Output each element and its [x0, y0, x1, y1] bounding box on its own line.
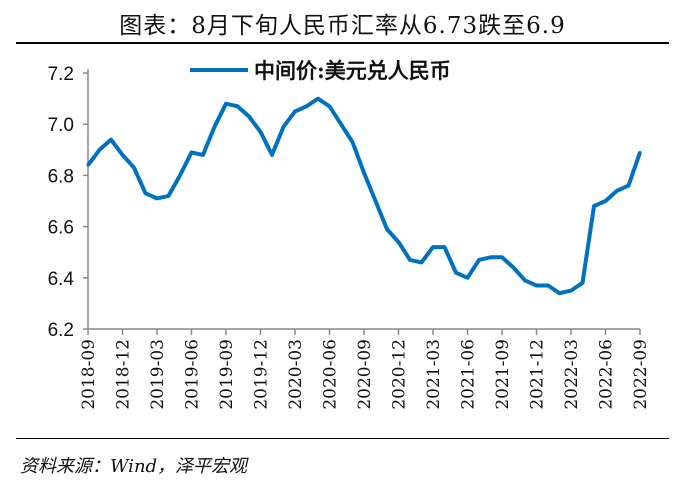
- y-tick-label: 7.2: [48, 64, 74, 85]
- series-line: [86, 96, 642, 296]
- data-point: [121, 153, 124, 157]
- x-tick-label: 2020-09: [355, 339, 375, 410]
- x-tick-label: 2020-03: [286, 339, 306, 410]
- data-point: [604, 199, 607, 203]
- data-point: [224, 102, 228, 106]
- data-point: [592, 204, 596, 208]
- data-point: [178, 173, 182, 177]
- data-point: [535, 283, 538, 287]
- data-point: [385, 227, 389, 231]
- data-point: [259, 130, 262, 134]
- data-point: [558, 291, 561, 295]
- y-tick-label: 6.4: [48, 269, 75, 290]
- data-point: [374, 199, 377, 203]
- data-point: [339, 122, 343, 126]
- data-point: [615, 189, 619, 193]
- y-tick-label: 6.6: [48, 218, 74, 239]
- x-tick-label: 2019-12: [252, 339, 272, 410]
- x-tick-label: 2020-06: [321, 339, 341, 410]
- series-lines: [86, 96, 642, 296]
- x-tick-label: 2021-06: [459, 339, 479, 410]
- data-point: [569, 289, 573, 293]
- data-point: [489, 255, 492, 259]
- data-point: [236, 104, 239, 108]
- data-point: [86, 163, 90, 167]
- data-point: [500, 255, 504, 259]
- data-point: [282, 125, 285, 129]
- data-point: [627, 184, 630, 188]
- data-point: [247, 115, 251, 119]
- data-point: [523, 278, 527, 282]
- data-point: [351, 140, 354, 144]
- x-tick-label: 2019-06: [183, 339, 203, 410]
- data-point: [638, 150, 642, 154]
- x-tick-label: 2018-12: [114, 339, 134, 410]
- x-tick-label: 2022-06: [597, 339, 617, 410]
- x-tick-label: 2019-03: [148, 339, 168, 410]
- data-point: [477, 258, 481, 262]
- data-point: [190, 150, 193, 154]
- chart-title: 图表：8月下旬人民币汇率从6.73跌至6.9: [119, 13, 566, 39]
- x-tick-label: 2022-09: [631, 339, 651, 410]
- x-tick-label: 2019-09: [217, 339, 237, 410]
- y-tick-label: 7.0: [48, 115, 74, 136]
- source-divider: [16, 438, 669, 439]
- source-note: 资料来源：Wind，泽平宏观: [20, 456, 248, 477]
- data-point: [443, 245, 446, 249]
- data-point: [408, 258, 412, 262]
- data-point: [305, 104, 308, 108]
- x-tick-label: 2018-09: [79, 339, 99, 410]
- x-tick-label: 2021-12: [528, 339, 548, 410]
- title-divider: [16, 42, 669, 44]
- data-point: [546, 283, 550, 287]
- line-chart: 6.2 6.4 6.6 6.8 7.0 7.2 2018-09 2018-12 2019-03…: [48, 58, 651, 410]
- y-tick-label: 6.2: [48, 320, 74, 341]
- data-point: [581, 281, 584, 285]
- x-tick-label: 2021-03: [424, 339, 444, 410]
- data-point: [132, 166, 136, 170]
- x-tick-label: 2022-03: [562, 339, 582, 410]
- x-tick-label: 2020-12: [390, 339, 410, 410]
- data-point: [293, 109, 297, 113]
- y-tick-label: 6.8: [48, 166, 74, 187]
- data-point: [155, 196, 159, 200]
- data-point: [213, 125, 216, 129]
- x-tick-label: 2021-09: [493, 339, 513, 410]
- data-point: [512, 266, 515, 270]
- data-point: [466, 276, 469, 280]
- data-point: [431, 245, 435, 249]
- data-point: [201, 153, 205, 157]
- data-point: [316, 97, 320, 101]
- data-point: [328, 104, 331, 108]
- data-point: [420, 260, 423, 264]
- y-axis-ticks: 6.2 6.4 6.6 6.8 7.0 7.2: [48, 64, 88, 341]
- legend: 中间价:美元兑人民币: [190, 58, 451, 83]
- data-point: [362, 171, 366, 175]
- legend-label: 中间价:美元兑人民币: [254, 58, 451, 83]
- data-point: [270, 153, 274, 157]
- data-point: [454, 271, 458, 275]
- data-point: [98, 148, 101, 152]
- x-axis-ticks: 2018-09 2018-12 2019-03 2019-06 2019-09 2019-…: [79, 329, 651, 410]
- data-point: [167, 194, 170, 198]
- data-point: [109, 138, 113, 142]
- data-point: [144, 191, 147, 195]
- data-point: [397, 240, 400, 244]
